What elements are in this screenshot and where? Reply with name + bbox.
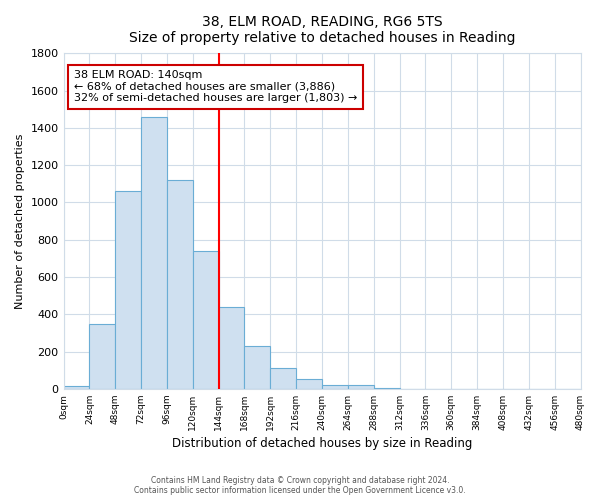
Bar — [322, 385, 348, 389]
Bar — [374, 388, 400, 389]
Bar — [89, 324, 115, 389]
Title: 38, ELM ROAD, READING, RG6 5TS
Size of property relative to detached houses in R: 38, ELM ROAD, READING, RG6 5TS Size of p… — [129, 15, 515, 45]
Bar — [167, 180, 193, 389]
Text: Contains HM Land Registry data © Crown copyright and database right 2024.
Contai: Contains HM Land Registry data © Crown c… — [134, 476, 466, 495]
Bar — [115, 191, 141, 389]
Bar — [296, 378, 322, 389]
Bar — [348, 385, 374, 389]
X-axis label: Distribution of detached houses by size in Reading: Distribution of detached houses by size … — [172, 437, 472, 450]
Bar — [244, 346, 271, 389]
Bar — [141, 116, 167, 389]
Bar — [64, 386, 89, 389]
Bar — [218, 307, 244, 389]
Text: 38 ELM ROAD: 140sqm
← 68% of detached houses are smaller (3,886)
32% of semi-det: 38 ELM ROAD: 140sqm ← 68% of detached ho… — [74, 70, 357, 103]
Bar — [271, 368, 296, 389]
Bar — [193, 251, 218, 389]
Y-axis label: Number of detached properties: Number of detached properties — [15, 134, 25, 309]
